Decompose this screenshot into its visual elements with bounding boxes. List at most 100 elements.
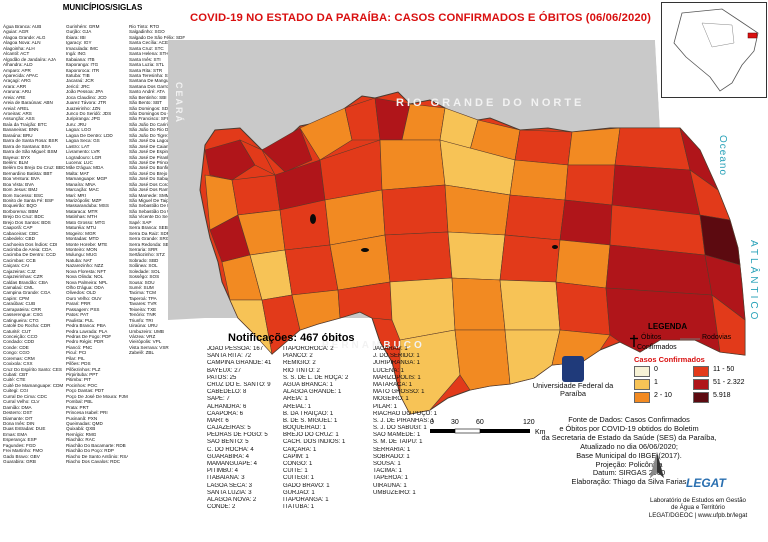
list-item: Pedras De Fogo: PDF: [66, 333, 112, 339]
list-item: Laboratório de Estudos em Gestão: [650, 497, 746, 504]
list-item: Arara: ARR: [3, 83, 27, 89]
list-item: Aparecida: APAC: [3, 72, 39, 78]
list-item: ALHANDRA: 6: [207, 403, 247, 410]
list-item: Marizópolis: MZP: [66, 198, 102, 203]
list-item: Curral De Cima: CDC: [3, 393, 48, 399]
list-item: Bom Jesus: BMJ: [3, 187, 38, 193]
list-item: Esperança: ESP: [3, 437, 37, 443]
list-item: ITAPOROROCA: 2: [283, 346, 334, 352]
list-item: João Pessoa: JPA: [66, 89, 104, 95]
list-item: Mari: MRI: [66, 192, 86, 198]
list-item: Cachoeira Dos Índios: CDI: [3, 241, 58, 247]
list-item: Massaranduba: MSS: [66, 203, 109, 209]
list-item: Algodão de Jandaíra: AJA: [3, 56, 57, 62]
list-item: Serra Grande: SRG: [129, 236, 170, 242]
list-item: Serra Da Raiz: SDR: [129, 230, 171, 236]
list-item: MAMANGUAPE: 4: [207, 461, 258, 467]
list-item: C. DO ROCHA: 4: [207, 446, 254, 453]
list-item: Princesa Isabel: PRI: [66, 410, 108, 416]
list-item: Pilões: PDS: [66, 361, 91, 367]
list-item: São Miguel De Taipu: SMT: [129, 198, 184, 203]
list-item: Maturéia: MTU: [66, 225, 97, 231]
list-item: Belém: BLM: [3, 159, 29, 165]
list-item: Bonito de Santa Fé: BSF: [3, 198, 54, 203]
municipality-column-3: Rio Tinto: RTO Salgadinho: SGO Salgado De …: [129, 24, 205, 356]
list-item: AREIA: 1: [283, 396, 308, 403]
list-item: Serraria: SRR: [129, 246, 158, 252]
list-item: Salgadinho: SGO: [129, 29, 165, 35]
list-item: S. S. DE L. DE ROÇA: 2: [283, 374, 349, 381]
list-item: Gado Bravo: GBV: [3, 453, 40, 459]
reservoir-marks: [310, 214, 558, 252]
list-item: Desterro: DST: [3, 410, 33, 416]
list-item: JACARAÚ: 1: [373, 346, 408, 352]
road-line-icon: [680, 338, 700, 340]
list-item: Bom Sucesso: BSC: [3, 192, 44, 198]
list-item: Mulungu: MUG: [66, 252, 97, 258]
list-item: São João Do Rio Do Peixe: SJR: [129, 127, 195, 133]
list-item: SANTA LUZIA: 3: [207, 489, 252, 496]
scale-unit: Km: [535, 429, 546, 436]
list-item: Conceição: CCO: [3, 333, 38, 339]
legend-class-label: 51 - 2.322: [713, 379, 745, 386]
list-item: SÃO BENTO: 5: [207, 439, 249, 446]
deaths-list-column-1: JOÃO PESSOA: 167 SANTA RITA: 72 CAMPINA GR…: [207, 346, 271, 511]
list-item: Piancó: PNC: [66, 344, 93, 350]
list-item: Aroeiras: ARS: [3, 111, 32, 116]
list-item: Bernardino Batista: BBT: [3, 170, 53, 176]
list-item: Cacimba De Dentro: CCD: [3, 252, 56, 258]
list-item: PEDRAS DE FOGO: 5: [207, 432, 268, 439]
list-item: Vieirópolis: VPL: [129, 339, 162, 345]
list-item: CAJAZEIRAS: 5: [207, 425, 251, 432]
list-item: LUCENA: 1: [373, 367, 405, 374]
list-item: Curral Velho: CLV: [3, 399, 40, 405]
lab-credits: Laboratório de Estudos em Gestão de Água …: [630, 497, 766, 519]
list-item: Alagoa Nova: ALN: [3, 40, 41, 46]
list-item: Gurjão: GJA: [66, 29, 92, 35]
list-item: Assunção: ASS: [3, 116, 35, 122]
label-rio-grande-do-norte: RIO GRANDE DO NORTE: [396, 97, 585, 109]
list-item: SÃO MAMEDE: 1: [373, 432, 421, 439]
list-item: Sobrado: SBD: [129, 257, 159, 263]
list-item: Baraúna: BRU: [3, 132, 33, 138]
list-item: BREJO DO CRUZ: 1: [283, 432, 339, 439]
list-item: Cabaceiras: CBC: [3, 230, 39, 236]
list-item: Malta: MAT: [66, 170, 90, 176]
list-item: Serra Branca: SEB: [129, 225, 168, 231]
scale-tick-0: 0: [430, 419, 434, 426]
list-item: Camalaú: CML: [3, 285, 34, 290]
list-item: Gurinhém: GRM: [66, 24, 100, 29]
list-item: São José Do Brejo Do Cruz: SJB: [129, 170, 197, 176]
list-item: Itapororoca: ITR: [66, 67, 100, 73]
list-item: Santa Inês: STI: [129, 56, 161, 62]
list-item: Joca Claudino: JCD: [66, 94, 107, 100]
ufpb-logo: [562, 356, 584, 382]
list-item: Santana Dos Garrotes: STG: [129, 83, 187, 89]
list-item: Santa Rita: STR: [129, 67, 163, 73]
list-item: Monte Horebe: MTE: [66, 241, 108, 247]
list-item: Tenório: TNR: [129, 312, 156, 318]
list-item: S. J. DO SABUGI: 1: [373, 425, 427, 432]
list-item: São Vicente Do Seridó: SVS: [129, 214, 188, 220]
list-item: Itabaiana: ITB: [66, 56, 95, 62]
list-item: B. DE S. MIGUEL: 1: [283, 417, 338, 424]
list-item: Riacho Dos Cavalos: RDC: [66, 459, 121, 464]
list-item: Nova Palmeira: NPL: [66, 279, 108, 285]
list-item: Umbuzeiro: UMB: [129, 328, 164, 334]
list-item: Dona Inês: DIN: [3, 420, 35, 426]
north-arrow-icon: [650, 452, 664, 478]
list-item: CABEDELO: 8: [207, 389, 247, 396]
list-item: Prata: PRT: [66, 404, 89, 410]
list-item: Matinhas: MTH: [66, 214, 98, 220]
list-item: Santa Helena: STH: [129, 51, 169, 57]
municipality-column-1: Água Branca: AUB Aguiar: AGR Alagoa Grande…: [3, 24, 65, 464]
list-item: Cuité: CTE: [3, 377, 26, 383]
list-item: Várzea: VRZ: [129, 333, 156, 339]
list-item: Fagundes: FGD: [3, 442, 36, 448]
list-item: Belém Do Brejo Do Cruz: BBC: [3, 165, 65, 171]
list-item: LAGOA SECA: 3: [207, 482, 253, 489]
list-item: São João Do Tigre: SJT: [129, 132, 178, 138]
list-item: CONGO: 1: [283, 461, 313, 467]
list-item: Junco Do Seridó: JDS: [66, 111, 112, 116]
list-item: RIO TINTO: 2: [283, 367, 320, 374]
